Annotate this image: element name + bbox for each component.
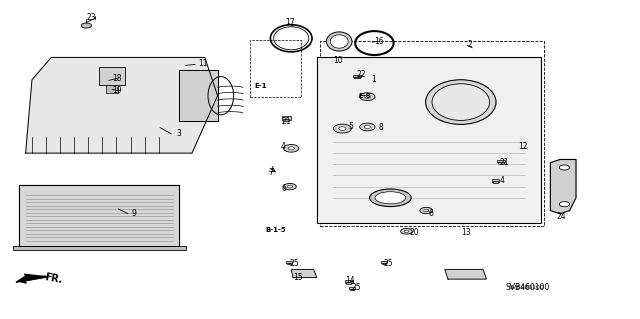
Circle shape bbox=[424, 209, 429, 212]
Bar bbox=[283, 119, 289, 121]
Text: 16: 16 bbox=[374, 37, 384, 46]
Bar bbox=[497, 160, 505, 162]
Text: B-1-5: B-1-5 bbox=[266, 227, 286, 233]
Bar bbox=[381, 261, 387, 263]
Bar bbox=[492, 179, 499, 182]
Text: 10: 10 bbox=[333, 56, 342, 65]
Bar bbox=[345, 280, 353, 283]
Polygon shape bbox=[16, 274, 48, 282]
Bar bbox=[19, 185, 179, 247]
Text: 23: 23 bbox=[86, 13, 96, 22]
Circle shape bbox=[288, 147, 294, 150]
Bar bbox=[499, 162, 504, 164]
Bar bbox=[320, 41, 544, 226]
Polygon shape bbox=[179, 70, 218, 121]
Text: 19: 19 bbox=[112, 86, 122, 95]
Bar bbox=[381, 263, 387, 264]
Text: 21: 21 bbox=[499, 158, 509, 167]
Circle shape bbox=[360, 123, 375, 131]
Bar bbox=[350, 289, 355, 290]
Ellipse shape bbox=[330, 35, 348, 48]
Text: SVB460100: SVB460100 bbox=[506, 283, 550, 292]
Text: 25: 25 bbox=[384, 259, 394, 268]
Ellipse shape bbox=[370, 189, 412, 207]
Circle shape bbox=[339, 127, 346, 130]
Ellipse shape bbox=[326, 32, 352, 51]
Circle shape bbox=[81, 23, 92, 28]
Text: 21: 21 bbox=[282, 117, 291, 126]
Polygon shape bbox=[19, 185, 179, 246]
Bar bbox=[346, 282, 351, 284]
Text: 3: 3 bbox=[176, 130, 181, 138]
Text: 24: 24 bbox=[557, 212, 566, 221]
Text: 12: 12 bbox=[518, 142, 528, 151]
Circle shape bbox=[284, 183, 296, 190]
Circle shape bbox=[404, 230, 409, 233]
Text: 9: 9 bbox=[131, 209, 136, 218]
Bar bbox=[286, 261, 292, 263]
Text: 20: 20 bbox=[410, 228, 419, 237]
Bar bbox=[355, 77, 360, 78]
Circle shape bbox=[364, 95, 371, 98]
Text: 7: 7 bbox=[269, 168, 274, 177]
Text: 6: 6 bbox=[429, 209, 434, 218]
Text: 15: 15 bbox=[293, 273, 303, 282]
Text: 5: 5 bbox=[349, 122, 354, 130]
Polygon shape bbox=[26, 57, 218, 153]
Text: 25: 25 bbox=[289, 259, 299, 268]
Polygon shape bbox=[550, 160, 576, 214]
Text: FR.: FR. bbox=[44, 272, 63, 285]
Circle shape bbox=[333, 124, 351, 133]
Text: E-1: E-1 bbox=[255, 83, 268, 89]
Circle shape bbox=[559, 165, 570, 170]
Text: 11: 11 bbox=[198, 59, 208, 68]
Bar bbox=[282, 116, 291, 120]
Circle shape bbox=[364, 125, 371, 129]
Bar bbox=[250, 40, 301, 97]
Circle shape bbox=[287, 185, 292, 188]
Bar bbox=[353, 75, 361, 77]
Ellipse shape bbox=[426, 80, 496, 124]
Bar bbox=[106, 85, 118, 93]
Text: 4: 4 bbox=[280, 142, 285, 151]
Circle shape bbox=[420, 207, 433, 214]
Circle shape bbox=[559, 202, 570, 207]
Text: 2: 2 bbox=[467, 40, 472, 49]
Text: 14: 14 bbox=[346, 276, 355, 285]
Bar bbox=[99, 67, 125, 85]
Text: 13: 13 bbox=[461, 228, 470, 237]
Polygon shape bbox=[291, 270, 317, 278]
Polygon shape bbox=[445, 270, 486, 279]
Bar bbox=[349, 286, 355, 289]
Bar bbox=[13, 246, 186, 250]
Text: E-8: E-8 bbox=[358, 93, 371, 99]
Text: 8: 8 bbox=[379, 123, 383, 132]
Text: 25: 25 bbox=[351, 283, 361, 292]
Circle shape bbox=[360, 93, 375, 100]
Bar bbox=[493, 181, 498, 183]
Text: 6: 6 bbox=[282, 184, 287, 193]
Bar bbox=[287, 263, 292, 264]
Text: 22: 22 bbox=[356, 70, 366, 79]
Text: 4: 4 bbox=[499, 176, 504, 185]
Ellipse shape bbox=[432, 84, 490, 120]
Bar bbox=[317, 57, 541, 223]
Text: SVB460100: SVB460100 bbox=[509, 285, 545, 290]
Text: 1: 1 bbox=[371, 75, 376, 84]
Circle shape bbox=[284, 145, 299, 152]
Ellipse shape bbox=[375, 192, 406, 204]
Text: 17: 17 bbox=[285, 18, 294, 27]
Circle shape bbox=[401, 228, 412, 234]
Text: 18: 18 bbox=[112, 74, 122, 83]
